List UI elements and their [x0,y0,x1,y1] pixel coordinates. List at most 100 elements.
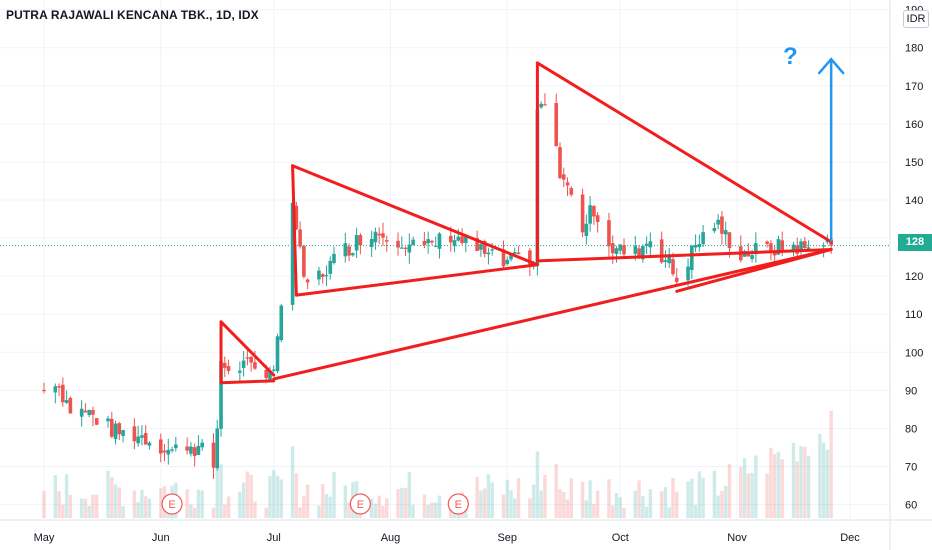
volume-bar [95,494,99,518]
volume-bar [396,489,400,518]
volume-bar [482,488,487,518]
candle-body [720,216,724,234]
volume-bar [769,447,773,518]
candle-body [772,251,777,256]
volume-bar [535,451,540,518]
volume-bar [185,489,189,518]
currency-unit-button[interactable]: IDR [903,10,929,28]
candle-body [290,202,295,305]
candle-body [637,248,641,258]
candle-body [512,252,517,254]
candle-body [113,423,118,440]
candle-body [561,174,566,180]
volume-bar [486,474,491,518]
volume-bar [196,489,201,518]
volume-bar [373,503,378,518]
volume-bar [584,500,589,518]
candle-body [490,249,494,251]
support-line [675,247,833,293]
candle-body [422,240,427,245]
candle-body [595,215,600,222]
volume-bar [400,487,404,518]
candle-body [249,356,253,363]
earnings-label: E [168,499,175,511]
x-tick-label: Jul [267,532,281,544]
volume-bar [110,477,114,518]
volume-bar [219,464,223,518]
volume-bar [659,491,664,518]
breakout-arrow-head [817,57,845,75]
volume-bar [385,498,389,518]
candle-body [584,223,589,236]
volume-bar [290,446,295,518]
volume-bar [268,476,272,518]
y-tick-label: 150 [905,157,923,169]
question-mark-annotation: ? [783,43,798,70]
candle-body [403,247,408,249]
volume-bar [671,478,675,518]
volume-bar [750,472,754,518]
candle-body [347,246,351,256]
candle-body [543,104,547,106]
candle-body [667,257,672,264]
x-tick-label: Dec [840,532,860,544]
candle-body [799,241,803,252]
candle-body [592,206,596,217]
earnings-circle [161,493,183,515]
volume-bar [622,507,626,518]
volume-bar [253,501,257,518]
volume-bar [821,442,826,518]
volume-bar [776,451,781,518]
triangle-lower-line [294,263,539,297]
volume-bar [226,496,231,518]
volume-bar [381,505,385,518]
candle-body [381,233,385,238]
volume-bar [121,506,125,518]
volume-bar [479,490,483,518]
volume-bar [298,507,302,518]
pattern-drawings [219,57,845,385]
volume-bar [667,507,671,518]
x-tick-label: May [34,532,55,544]
volume-bar [558,489,562,518]
candle-body [271,369,276,371]
candle-body [407,244,412,253]
candle-body [94,418,99,425]
volume-bar [565,499,570,518]
candle-body [482,240,487,254]
candle-body [275,336,280,372]
candle-body [61,384,65,403]
candle-body [663,260,668,263]
candle-body [53,386,58,393]
volume-bar [513,498,517,518]
volume-bar [324,493,329,518]
volume-bar [543,475,547,518]
volume-bar [434,502,438,518]
volume-bar [611,505,615,518]
candle-body [264,369,269,379]
volume-bar [580,481,585,518]
candle-body [433,245,438,247]
candle-body [716,219,720,225]
volume-bar [697,471,702,518]
volume-bar [106,470,110,518]
candle-body [192,447,197,457]
volume-bar [806,455,811,518]
volume-bar [618,497,622,518]
candle-body [479,244,483,250]
candle-body [701,232,705,245]
candle-body [185,446,189,451]
candle-body [354,235,359,251]
volume-bar [422,494,427,518]
candle-body [580,194,585,233]
volume-bar [302,496,306,518]
volume-bar [829,410,833,518]
volume-bar [245,471,250,518]
candle-body [539,103,543,108]
volume-bar [430,502,434,518]
volume-bar [369,498,374,518]
y-tick-label: 60 [905,500,917,512]
volume-bar [791,442,796,518]
candle-body [140,435,144,438]
